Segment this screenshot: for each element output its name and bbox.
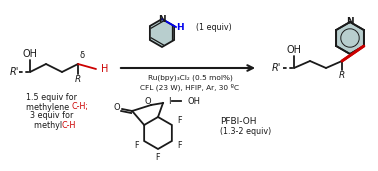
Text: R: R bbox=[339, 71, 345, 81]
Text: F: F bbox=[177, 116, 182, 125]
Text: CFL (23 W), HFIP, Ar, 30 ºC: CFL (23 W), HFIP, Ar, 30 ºC bbox=[141, 83, 240, 91]
Text: I: I bbox=[168, 96, 170, 106]
Text: F: F bbox=[156, 154, 160, 162]
Text: OH: OH bbox=[23, 49, 37, 59]
Text: Ru(bpy)₃Cl₂ (0.5 mol%): Ru(bpy)₃Cl₂ (0.5 mol%) bbox=[147, 75, 232, 81]
Text: R': R' bbox=[272, 63, 281, 73]
Text: methyl: methyl bbox=[34, 121, 65, 129]
Text: R': R' bbox=[10, 67, 19, 77]
Text: R: R bbox=[75, 76, 81, 84]
Text: C-H: C-H bbox=[62, 121, 76, 129]
Polygon shape bbox=[144, 117, 172, 149]
Text: δ: δ bbox=[79, 51, 85, 61]
Text: H: H bbox=[176, 23, 184, 31]
Text: O: O bbox=[145, 96, 151, 106]
Text: O: O bbox=[114, 103, 121, 113]
Text: (1.3-2 equiv): (1.3-2 equiv) bbox=[220, 127, 271, 135]
Polygon shape bbox=[150, 19, 174, 47]
Polygon shape bbox=[336, 22, 364, 54]
Text: OH: OH bbox=[187, 96, 200, 106]
Text: F: F bbox=[134, 141, 139, 150]
Text: C-H;: C-H; bbox=[72, 102, 89, 111]
Text: H: H bbox=[101, 64, 108, 74]
Text: PFBI-OH: PFBI-OH bbox=[220, 117, 257, 127]
Text: methylene: methylene bbox=[26, 102, 71, 111]
Text: OH: OH bbox=[287, 45, 302, 55]
Text: 1.5 equiv for: 1.5 equiv for bbox=[26, 94, 77, 102]
Text: F: F bbox=[177, 141, 182, 150]
Text: N: N bbox=[158, 15, 166, 23]
Text: (1 equiv): (1 equiv) bbox=[196, 23, 232, 31]
Text: N: N bbox=[346, 17, 354, 27]
Text: 3 equiv for: 3 equiv for bbox=[30, 111, 74, 121]
